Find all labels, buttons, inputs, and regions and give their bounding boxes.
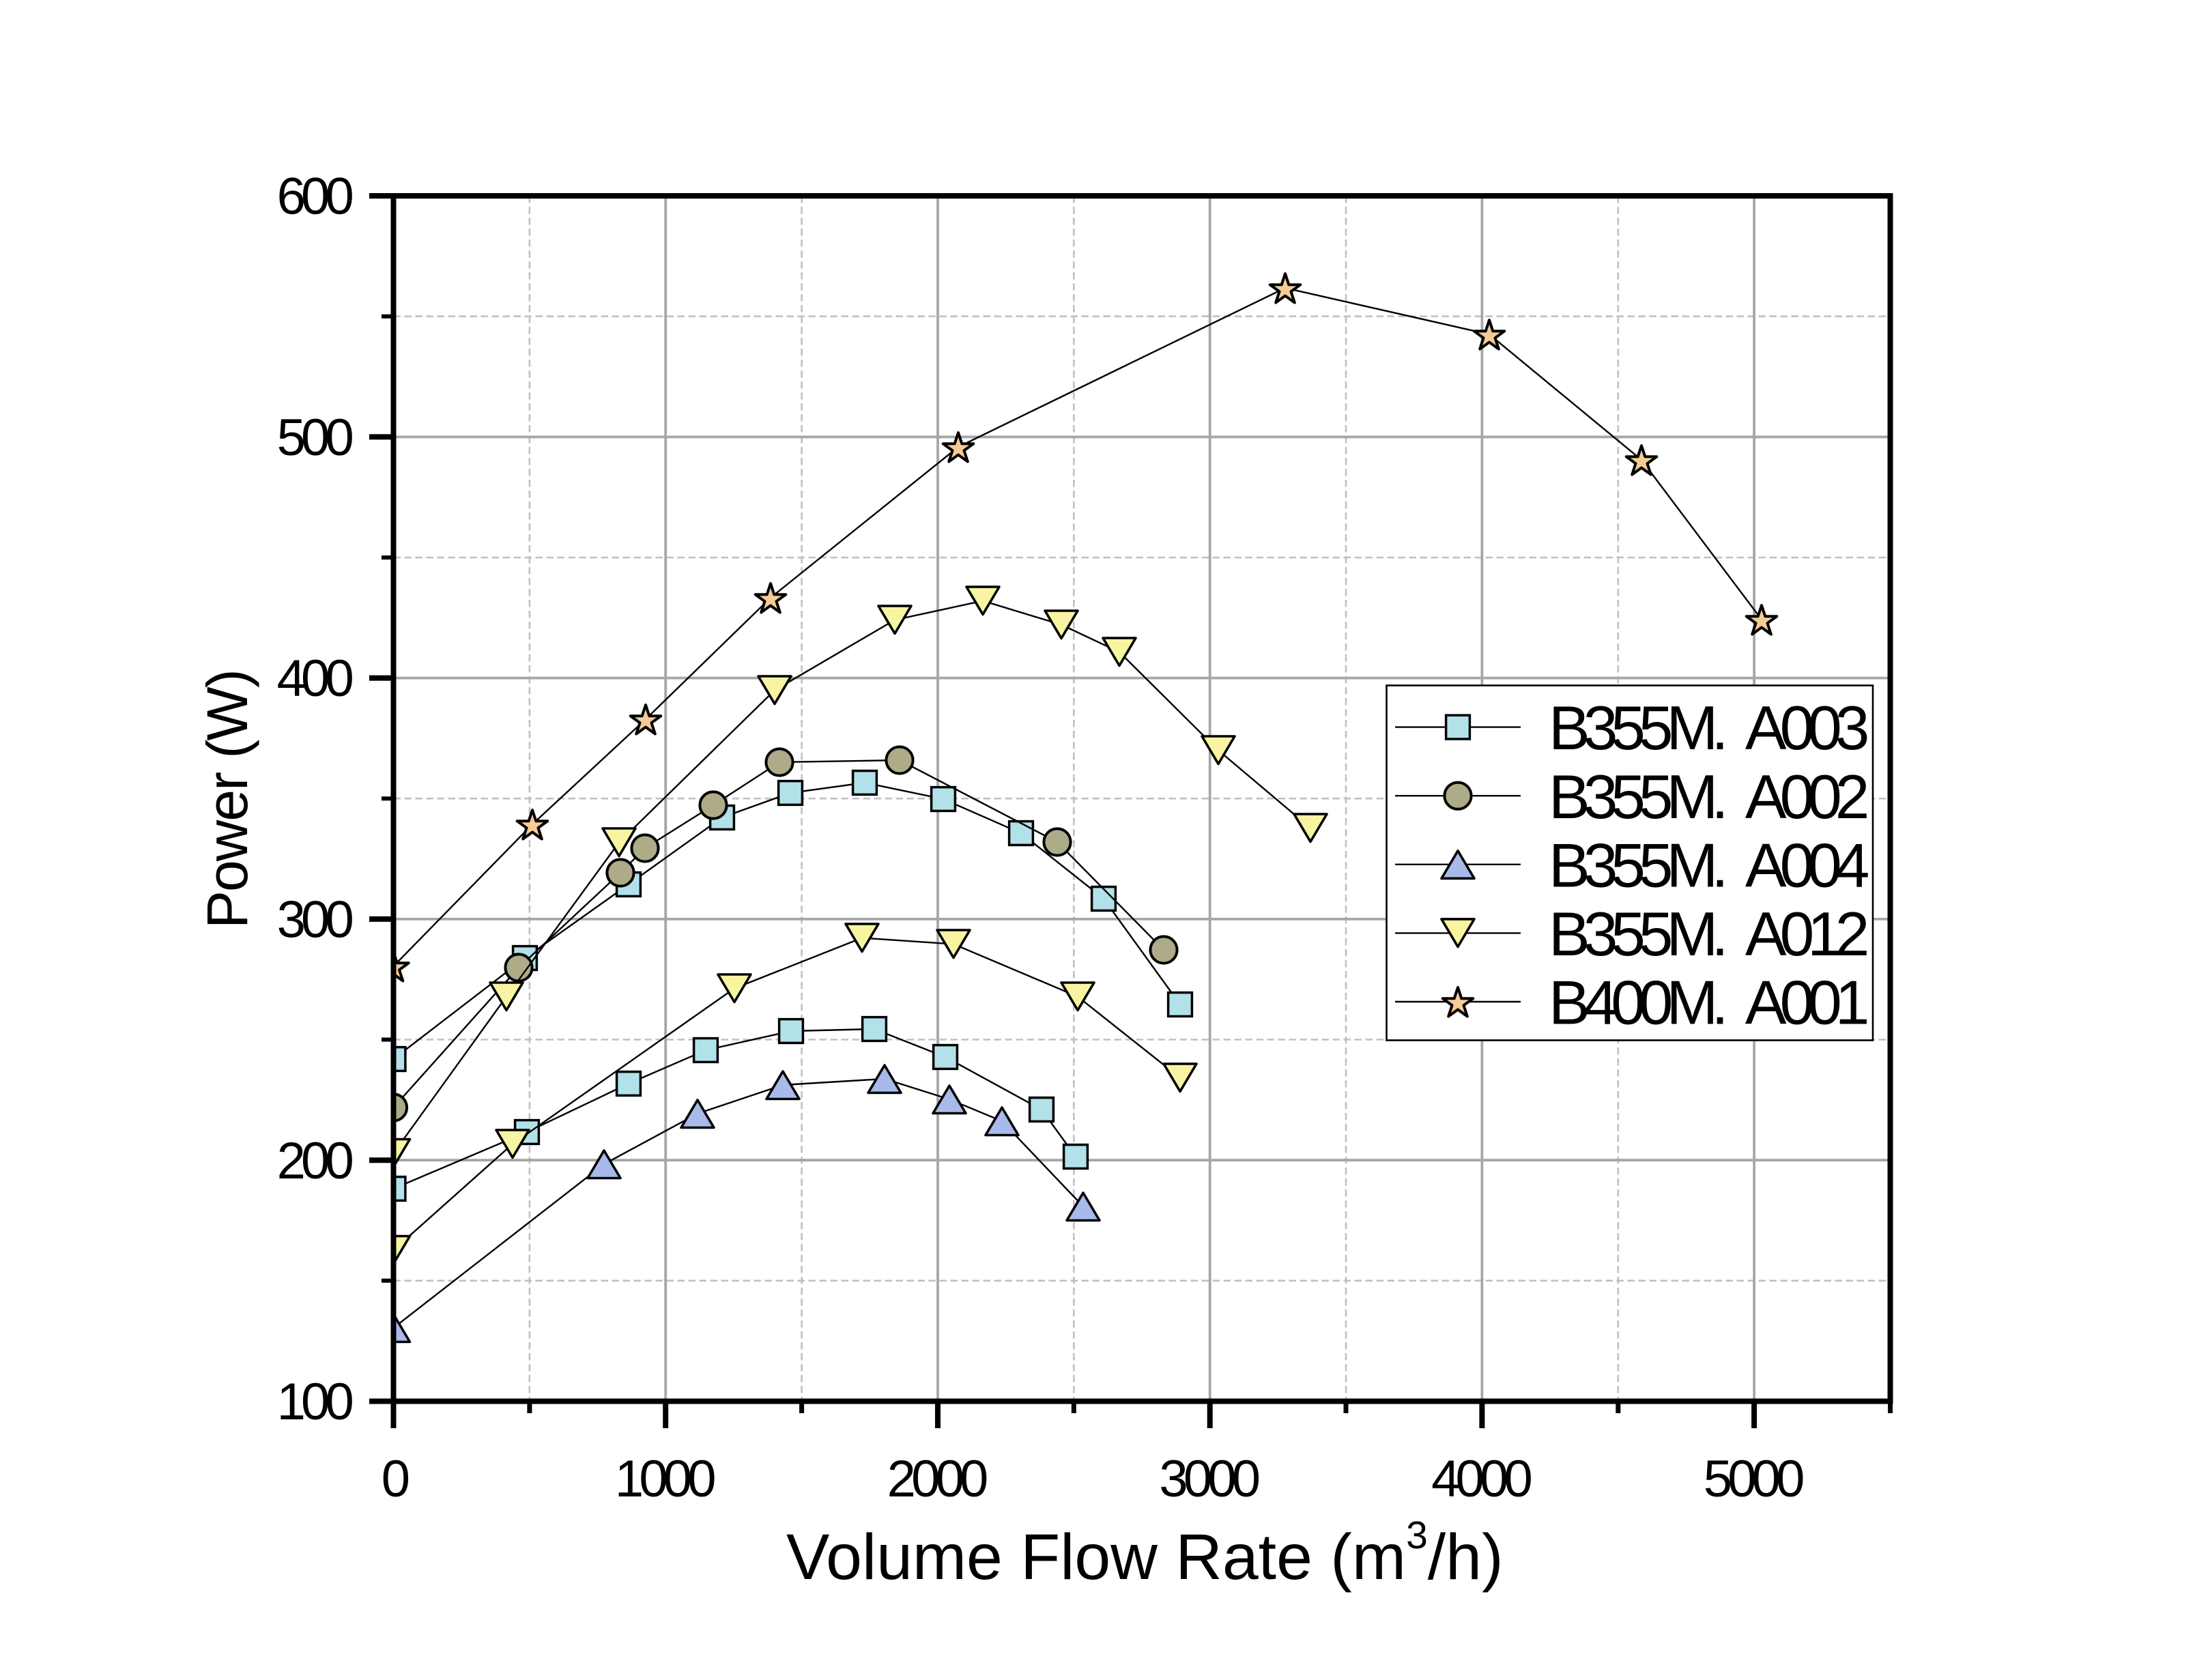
- svg-text:3000: 3000: [1159, 1450, 1259, 1508]
- svg-text:5000: 5000: [1704, 1450, 1803, 1508]
- svg-text:0: 0: [382, 1450, 409, 1508]
- svg-text:500: 500: [277, 409, 353, 467]
- svg-text:Volume Flow Rate (m3/h): Volume Flow Rate (m3/h): [786, 1514, 1504, 1593]
- svg-text:400: 400: [277, 650, 353, 708]
- svg-text:B400M. A001: B400M. A001: [1549, 969, 1867, 1038]
- svg-text:300: 300: [277, 891, 353, 949]
- svg-text:100: 100: [277, 1373, 353, 1431]
- svg-text:4000: 4000: [1431, 1450, 1531, 1508]
- svg-text:B355M. A012: B355M. A012: [1549, 900, 1867, 969]
- svg-text:2000: 2000: [887, 1450, 987, 1508]
- svg-text:1000: 1000: [615, 1450, 715, 1508]
- svg-text:600: 600: [277, 168, 353, 226]
- svg-text:B355M. A003: B355M. A003: [1549, 694, 1867, 763]
- svg-text:B355M. A004: B355M. A004: [1549, 831, 1868, 900]
- svg-text:200: 200: [277, 1132, 353, 1190]
- svg-text:Power (W): Power (W): [195, 670, 259, 929]
- svg-text:B355M. A002: B355M. A002: [1549, 763, 1867, 832]
